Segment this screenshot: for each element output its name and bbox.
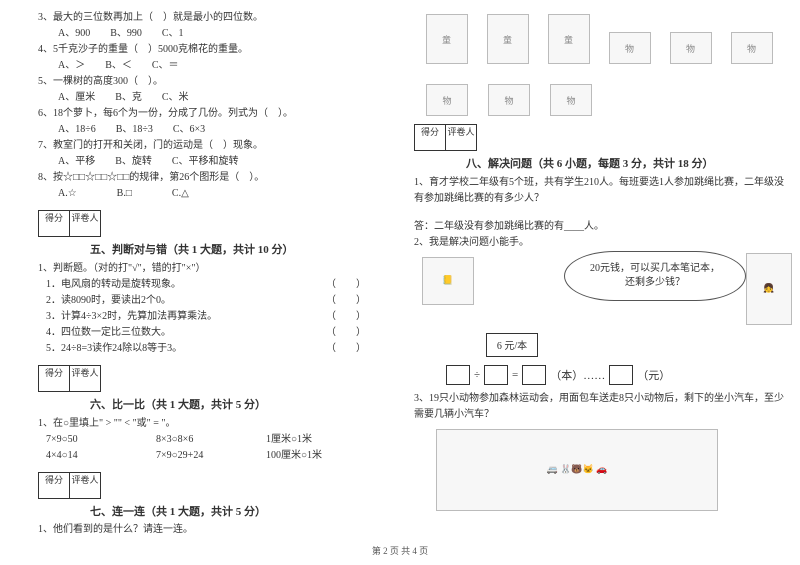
cmp-cell: 100厘米○1米: [266, 448, 376, 464]
equation-row: ÷ = （本）…… （元）: [446, 365, 792, 385]
right-column: 童 童 童 物 物 物 物 物 物 得分 评卷人 八、解决问题（共 6 小题，每…: [396, 10, 800, 540]
q7-options: A、平移 B、旋转 C、平移和旋转: [58, 154, 376, 170]
matching-figure: 童 童 童 物 物 物: [416, 14, 782, 64]
q5-options: A、厘米 B、克 C、米: [58, 90, 376, 106]
eq-eq: =: [512, 369, 518, 381]
bus-scene-icon: 🚐 🐰🐻🐱 🚗: [436, 429, 718, 511]
tf5: 5．24÷8=3读作24除以8等于3。: [46, 341, 182, 357]
cmp-cell: 7×9○50: [46, 432, 156, 448]
q3-options: A、900 B、990 C、1: [58, 26, 376, 42]
p2: 2、我是解决问题小能手。: [414, 235, 792, 251]
eq-box: [484, 365, 508, 385]
cmp-cell: 4×4○14: [46, 448, 156, 464]
page: 3、最大的三位数再加上（ ）就是最小的四位数。 A、900 B、990 C、1 …: [0, 0, 800, 540]
tf2: 2．读8090时，要读出2个0。: [46, 293, 171, 309]
price-box: 6 元/本: [486, 333, 538, 357]
tf-row: 5．24÷8=3读作24除以8等于3。 （ ）: [46, 341, 366, 357]
p1-answer: 答：二年级没有参加跳绳比赛的有____人。: [414, 219, 792, 235]
cmp-head: 1、在○里填上" > "" < "或" = "。: [38, 416, 376, 432]
cmp-cell: 8×3○8×6: [156, 432, 266, 448]
tf-blank: （ ）: [326, 309, 366, 325]
speech-bubble: 20元钱，可以买几本笔记本， 还剩多少钱？: [564, 251, 746, 301]
grader-label: 评卷人: [70, 472, 101, 499]
eq-box: [522, 365, 546, 385]
object-icon: 物: [731, 32, 773, 64]
q8: 8、按☆□□☆□□☆□□的规律，第26个图形是（ ）。: [38, 170, 376, 186]
p1: 1、育才学校二年级有5个班，共有学生210人。每班要选1人参加跳绳比赛，二年级没…: [414, 175, 792, 207]
grader-label: 评卷人: [70, 210, 101, 237]
q6-options: A、18÷6 B、18÷3 C、6×3: [58, 122, 376, 138]
section-8-title: 八、解决问题（共 6 小题，每题 3 分，共计 18 分）: [466, 155, 792, 175]
q7: 7、教室门的打开和关闭，门的运动是（ ）现象。: [38, 138, 376, 154]
q8-options: A.☆ B.□ C.△: [58, 186, 376, 202]
tf-blank: （ ）: [326, 277, 366, 293]
object-icon: 物: [488, 84, 530, 116]
eq-ben: （本）……: [550, 367, 605, 383]
tf1: 1．电风扇的转动是旋转现象。: [46, 277, 181, 293]
score-box-5: 得分 评卷人: [38, 210, 376, 237]
left-column: 3、最大的三位数再加上（ ）就是最小的四位数。 A、900 B、990 C、1 …: [20, 10, 386, 540]
score-box-8: 得分 评卷人: [414, 124, 792, 151]
eq-div: ÷: [474, 369, 480, 381]
eq-box: [609, 365, 633, 385]
tf3: 3．计算4÷3×2时，先算加法再算乘法。: [46, 309, 217, 325]
tf-blank: （ ）: [326, 341, 366, 357]
object-icon: 物: [609, 32, 651, 64]
cmp-cell: 1厘米○1米: [266, 432, 376, 448]
eq-box: [446, 365, 470, 385]
q4: 4、5千克沙子的重量（ ）5000克棉花的重量。: [38, 42, 376, 58]
girl-icon: 👧: [746, 253, 792, 325]
bubble-line1: 20元钱，可以买几本笔记本，: [590, 262, 720, 276]
notebook-icon: 📒: [422, 257, 474, 305]
tf-row: 4．四位数一定比三位数大。 （ ）: [46, 325, 366, 341]
score-label: 得分: [414, 124, 446, 151]
cmp-cell: 7×9○29+24: [156, 448, 266, 464]
object-icon: 物: [550, 84, 592, 116]
q3: 3、最大的三位数再加上（ ）就是最小的四位数。: [38, 10, 376, 26]
tf-row: 2．读8090时，要读出2个0。 （ ）: [46, 293, 366, 309]
p3: 3、19只小动物参加森林运动会，用面包车送走8只小动物后，剩下的坐小汽车，至少需…: [414, 391, 792, 423]
child-icon: 童: [426, 14, 468, 64]
grader-label: 评卷人: [70, 365, 101, 392]
bubble-line2: 还剩多少钱？: [625, 276, 685, 290]
compare-grid: 7×9○50 8×3○8×6 1厘米○1米 4×4○14 7×9○29+24 1…: [46, 432, 376, 464]
object-icon: 物: [426, 84, 468, 116]
tf4: 4．四位数一定比三位数大。: [46, 325, 171, 341]
section-6-title: 六、比一比（共 1 大题，共计 5 分）: [90, 396, 376, 416]
q6: 6、18个萝卜，每6个为一份，分成了几份。列式为（ ）。: [38, 106, 376, 122]
score-label: 得分: [38, 472, 70, 499]
child-icon: 童: [548, 14, 590, 64]
section-5-title: 五、判断对与错（共 1 大题，共计 10 分）: [90, 241, 376, 261]
eq-yuan: （元）: [637, 367, 670, 383]
grader-label: 评卷人: [446, 124, 477, 151]
tf-list: 1．电风扇的转动是旋转现象。 （ ） 2．读8090时，要读出2个0。 （ ） 3．…: [46, 277, 376, 357]
matching-figure-row2: 物 物 物: [416, 66, 782, 116]
object-icon: 物: [670, 32, 712, 64]
link-q: 1、他们看到的是什么？请连一连。: [38, 522, 376, 538]
q4-options: A、＞ B、＜ C、＝: [58, 58, 376, 74]
q5: 5、一棵树的高度300（ ）。: [38, 74, 376, 90]
score-box-6: 得分 评卷人: [38, 365, 376, 392]
tf-head: 1、判断题。（对的打"√"，错的打"×"）: [38, 261, 376, 277]
tf-row: 3．计算4÷3×2时，先算加法再算乘法。 （ ）: [46, 309, 366, 325]
tf-blank: （ ）: [326, 325, 366, 341]
child-icon: 童: [487, 14, 529, 64]
tf-row: 1．电风扇的转动是旋转现象。 （ ）: [46, 277, 366, 293]
tf-blank: （ ）: [326, 293, 366, 309]
section-7-title: 七、连一连（共 1 大题，共计 5 分）: [90, 503, 376, 523]
score-label: 得分: [38, 365, 70, 392]
score-box-7: 得分 评卷人: [38, 472, 376, 499]
score-label: 得分: [38, 210, 70, 237]
page-footer: 第 2 页 共 4 页: [0, 544, 800, 557]
